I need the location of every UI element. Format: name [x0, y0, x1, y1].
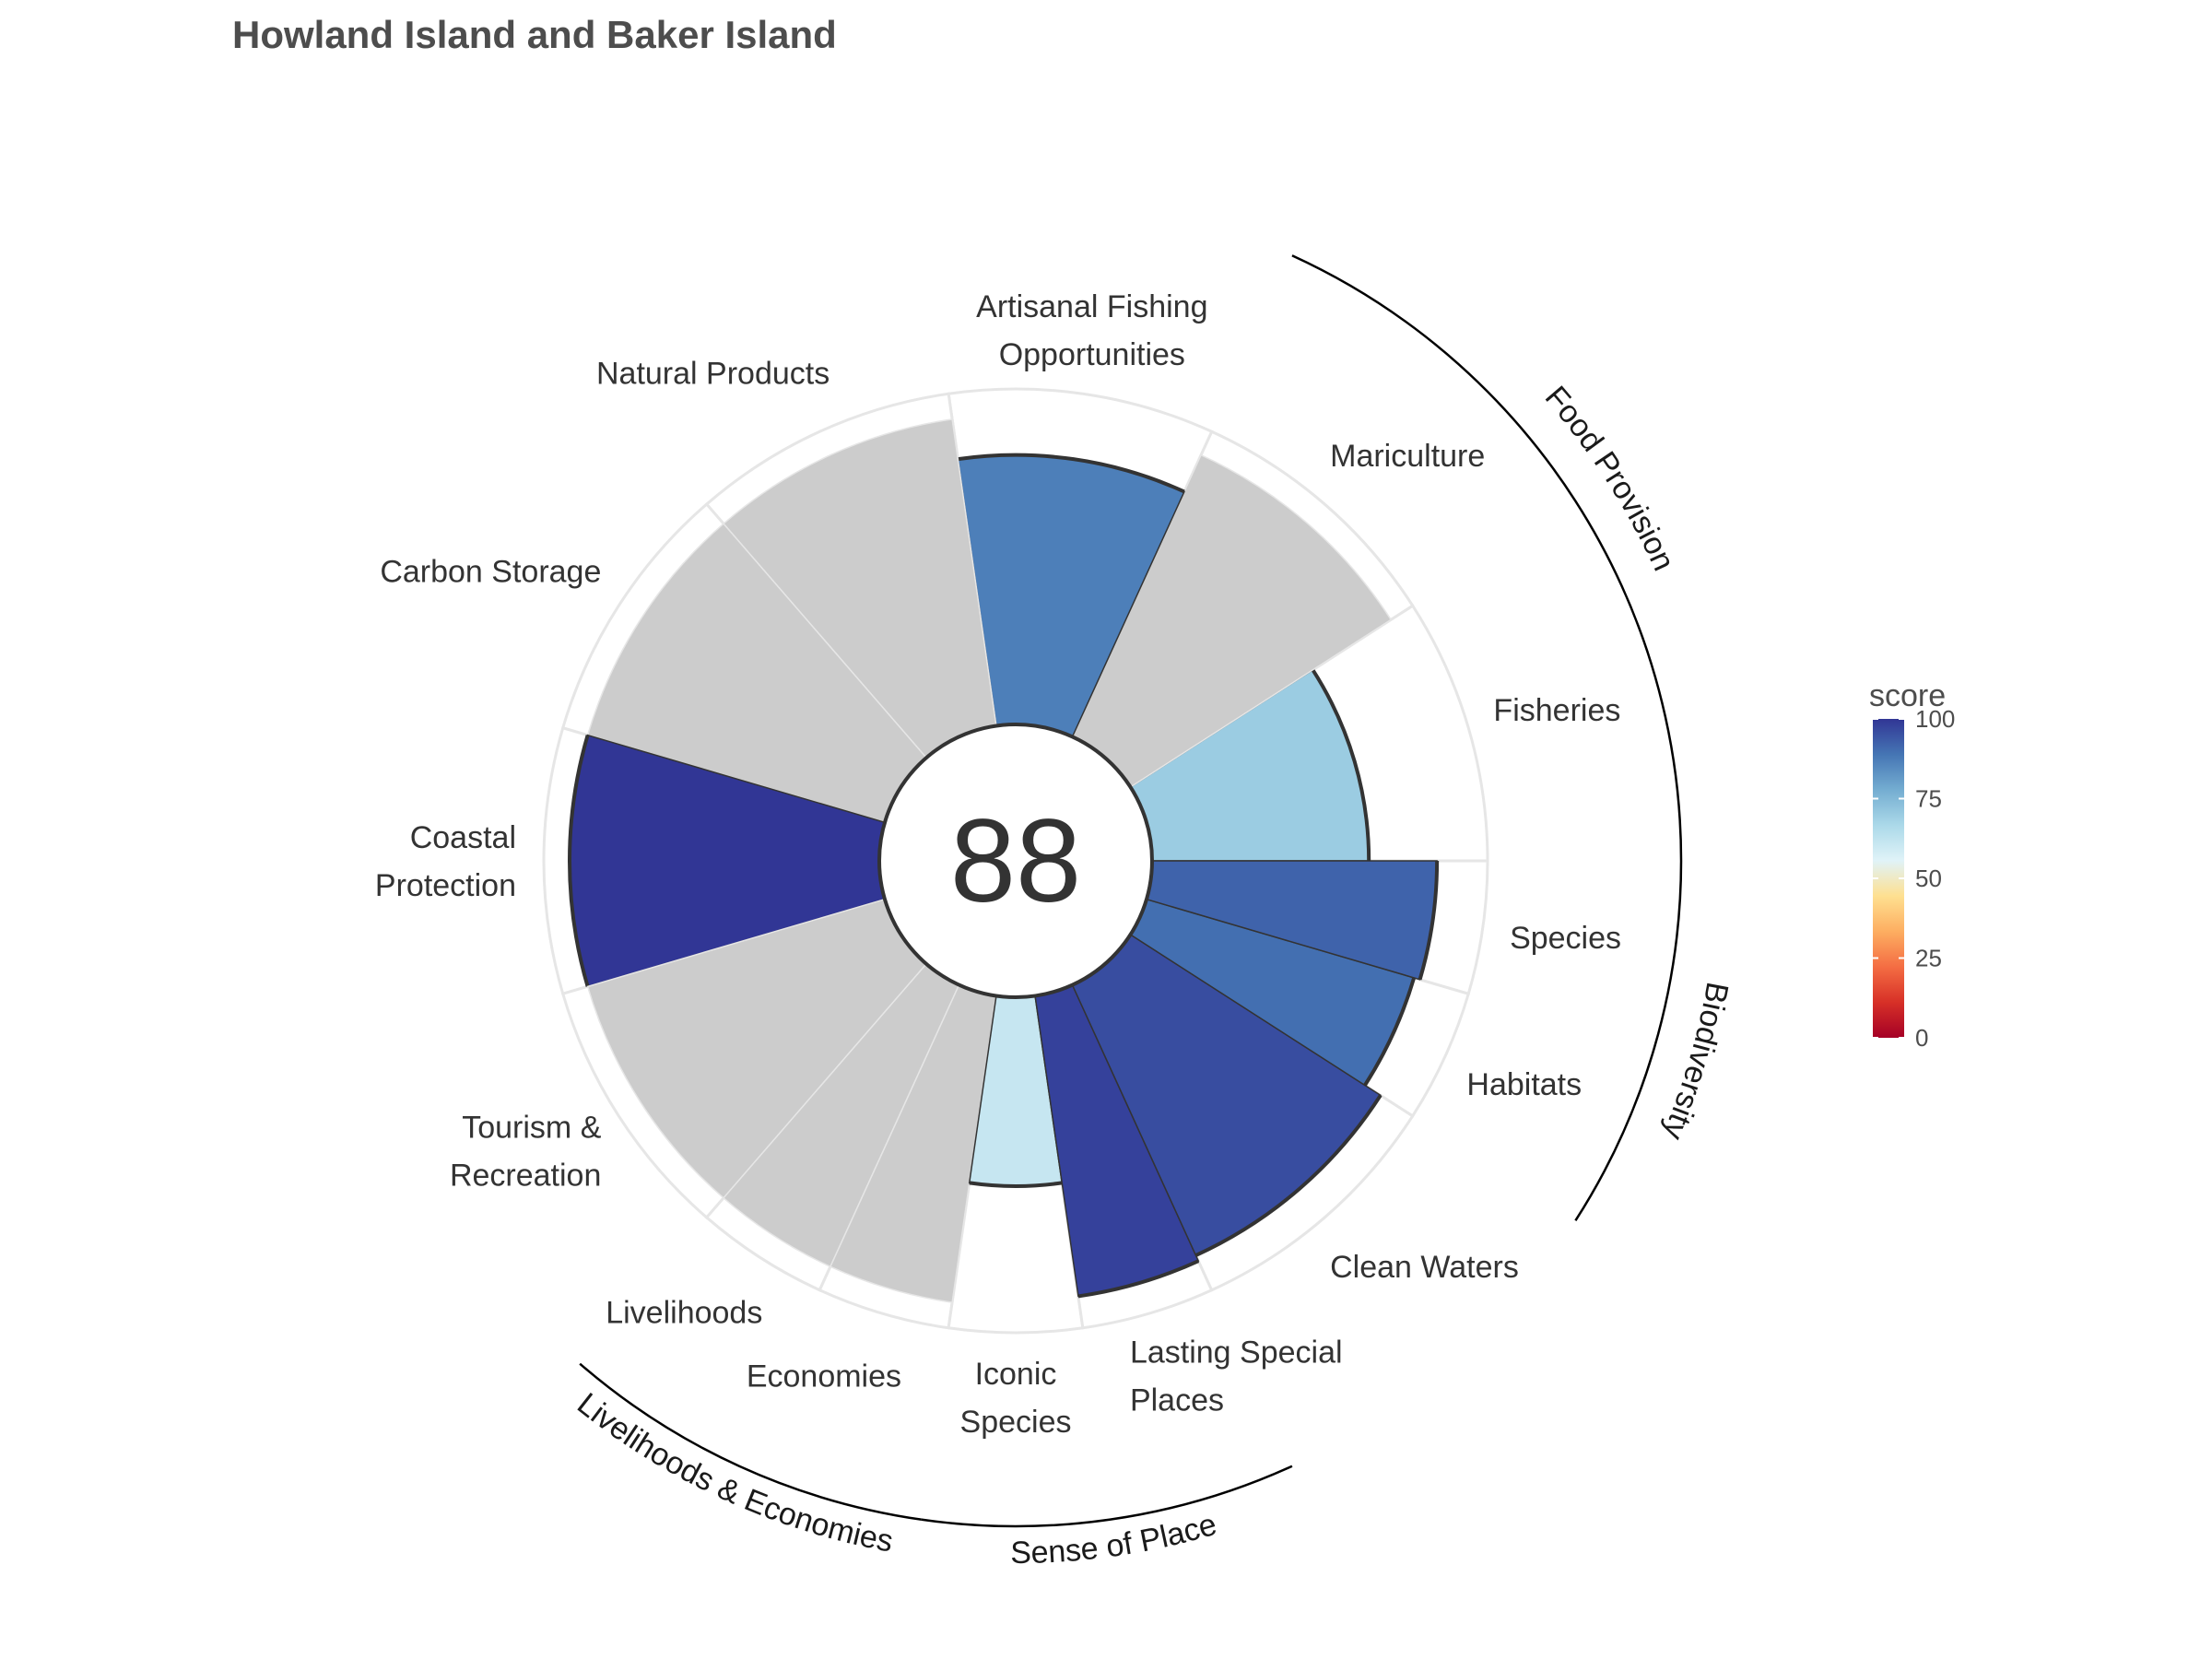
goal-label: Livelihoods [606, 1296, 762, 1331]
goal-label: Clean Waters [1330, 1250, 1519, 1285]
goal-labels: Fisheries Mariculture Artisanal Fishing Opp… [375, 289, 1621, 1440]
goal-label: Mariculture [1330, 439, 1485, 474]
group-arc [1574, 860, 1683, 1222]
center-circle [877, 723, 1154, 999]
group-label: Biodiversity [1656, 980, 1735, 1145]
overall-score: 88 [950, 795, 1081, 927]
wedge-outline [969, 1181, 1063, 1188]
legend-tick-label: 75 [1915, 785, 1942, 813]
goal-label: Habitats [1466, 1067, 1582, 1102]
wedges [542, 387, 1489, 1335]
wedge-outline [1194, 1094, 1382, 1257]
goal-label: Tourism & [462, 1111, 601, 1146]
wedge-outline [1418, 860, 1440, 981]
group-label: Sense of Place [1010, 1507, 1220, 1571]
goal-label: Artisanal Fishing [976, 289, 1207, 324]
group-label: Livelihoods & Economies [571, 1386, 896, 1559]
goal-label: Species [960, 1405, 1072, 1440]
wedge-outline [958, 453, 1185, 494]
goal-label: Recreation [450, 1159, 601, 1194]
legend-tick-label: 50 [1915, 865, 1942, 892]
group-arc [921, 1465, 1293, 1528]
legend-tick-label: 100 [1915, 705, 1955, 733]
goal-label: Protection [375, 868, 516, 903]
wedge-outline [567, 735, 590, 987]
goal-label: Natural Products [596, 357, 830, 392]
goal-label: Carbon Storage [380, 554, 601, 589]
goal-label: Places [1130, 1382, 1224, 1418]
goal-label: Economies [747, 1359, 901, 1394]
goal-label: Lasting Special [1130, 1335, 1343, 1370]
legend-tick-label: 0 [1915, 1024, 1928, 1052]
legend-title: score [1869, 678, 1946, 713]
chart-title: Howland Island and Baker Island [232, 13, 837, 56]
legend-tick-label: 25 [1915, 945, 1942, 972]
goal-label: Iconic [975, 1357, 1057, 1392]
group-arc [579, 1362, 922, 1521]
wedge-outline [1077, 1259, 1200, 1299]
goal-label: Species [1510, 921, 1621, 956]
wedge-outline [1363, 977, 1417, 1087]
goal-label: Fisheries [1493, 693, 1620, 728]
legend: score 0 25 50 75 100 [1869, 678, 1955, 1052]
group-arc [1291, 254, 1683, 862]
goal-label: Coastal [410, 820, 516, 855]
wedge-outline [1311, 668, 1371, 862]
goal-label: Opportunities [999, 337, 1185, 372]
